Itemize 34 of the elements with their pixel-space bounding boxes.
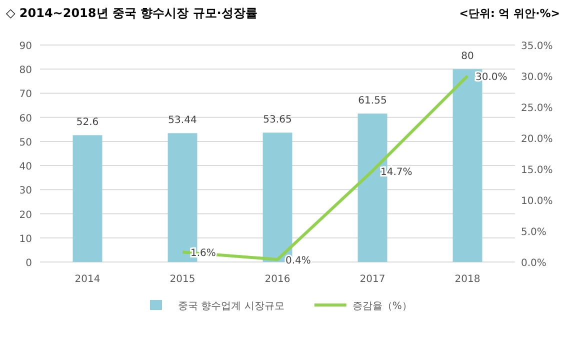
legend-label: 중국 향수업계 시장규모 (178, 301, 284, 312)
y-tick-label: 0 (26, 258, 32, 269)
data-label: 80 (461, 51, 474, 62)
legend-label: 증감율（%） (352, 301, 412, 312)
y-tick-label: 80 (19, 65, 32, 76)
y-tick-label: 70 (19, 89, 32, 100)
x-tick-label: 2015 (170, 274, 196, 285)
data-label: 53.65 (263, 114, 292, 126)
data-label: 52.6 (76, 117, 99, 128)
data-label: 61.55 (358, 96, 387, 107)
y2-tick-label: 10.0% (521, 196, 553, 207)
y2-tick-label: 20.0% (521, 134, 553, 145)
x-tick-label: 2014 (74, 274, 100, 285)
y-tick-label: 20 (19, 210, 32, 221)
data-label: 53.44 (168, 115, 197, 126)
y-tick-label: 60 (19, 113, 32, 124)
x-tick-label: 2017 (360, 274, 386, 285)
bar (72, 135, 102, 262)
y2-tick-label: 25.0% (521, 103, 553, 114)
y-tick-label: 30 (19, 186, 32, 197)
y2-tick-label: 15.0% (521, 165, 553, 176)
y2-tick-label: 35.0% (521, 41, 553, 52)
y-tick-label: 40 (19, 162, 32, 173)
y-tick-label: 90 (19, 41, 32, 52)
x-tick-label: 2016 (264, 274, 290, 285)
y-tick-label: 50 (19, 137, 32, 148)
y2-tick-label: 0.0% (521, 258, 546, 269)
text: <단위: 억 위안·%> (459, 7, 560, 20)
y2-tick-label: 30.0% (521, 72, 553, 83)
chart-title: ◇ 2014~2018년 중국 향수시장 규모·성장률 (6, 6, 258, 20)
x-tick-label: 2018 (454, 274, 480, 285)
data-label: 0.4% (286, 256, 311, 267)
y2-tick-label: 5.0% (521, 227, 546, 238)
y-tick-label: 10 (19, 234, 32, 245)
